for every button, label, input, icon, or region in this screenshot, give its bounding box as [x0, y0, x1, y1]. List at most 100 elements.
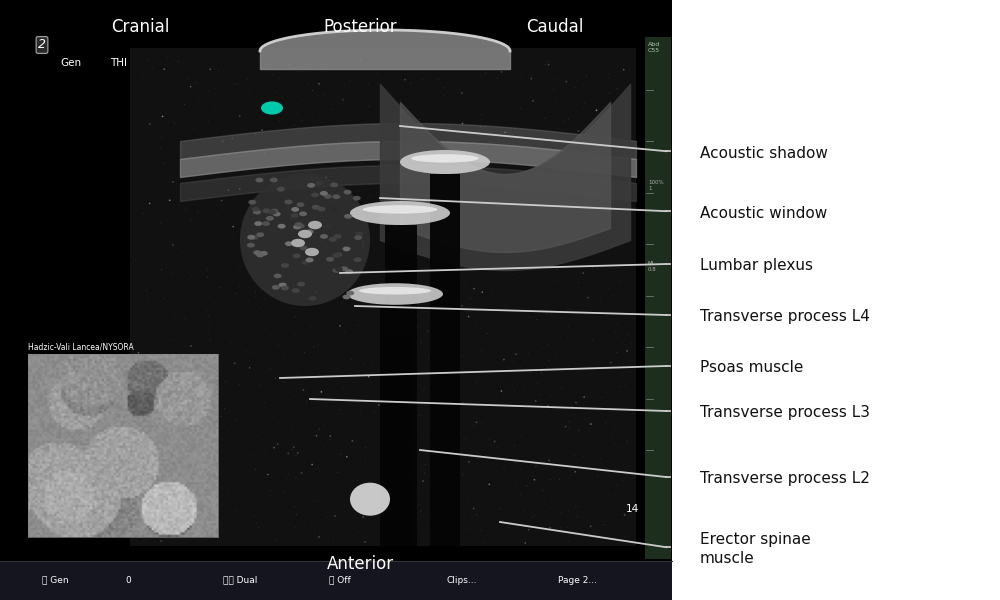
Point [303, 467, 319, 476]
Point [580, 510, 596, 520]
Point [232, 237, 248, 247]
Point [619, 437, 635, 446]
Point [287, 502, 303, 511]
Point [500, 138, 516, 148]
Text: Abd
C55: Abd C55 [648, 42, 660, 53]
Point [525, 128, 541, 137]
Point [128, 459, 144, 469]
Point [591, 187, 607, 196]
Point [618, 299, 634, 308]
Point [271, 418, 287, 428]
Point [245, 110, 261, 120]
Point [264, 134, 280, 143]
Point [617, 380, 633, 390]
Point [507, 158, 523, 168]
Point [374, 153, 390, 163]
Point [380, 85, 396, 95]
Point [141, 457, 157, 467]
Point [504, 352, 520, 362]
Point [523, 219, 539, 229]
Point [497, 301, 513, 310]
Point [613, 143, 629, 152]
Point [131, 527, 147, 537]
Point [488, 416, 504, 426]
Point [589, 305, 605, 315]
Point [392, 96, 408, 106]
Point [284, 493, 300, 503]
Point [524, 68, 540, 77]
Point [228, 173, 244, 183]
Point [423, 217, 439, 227]
Point [458, 358, 474, 368]
Point [449, 331, 465, 340]
Point [566, 384, 582, 394]
Point [363, 524, 379, 533]
Point [343, 402, 359, 412]
Point [408, 523, 424, 533]
Point [496, 325, 512, 334]
Point [559, 190, 575, 200]
Point [574, 205, 590, 215]
Point [598, 517, 614, 526]
Point [137, 298, 153, 307]
Point [433, 266, 449, 276]
Point [446, 246, 462, 256]
Point [589, 149, 605, 159]
Point [503, 193, 519, 203]
Point [363, 122, 379, 131]
Point [267, 535, 283, 545]
Point [237, 538, 253, 548]
Point [248, 287, 264, 297]
Point [169, 71, 185, 81]
Point [264, 355, 280, 364]
Point [606, 230, 622, 239]
Point [239, 212, 255, 222]
Point [569, 394, 585, 403]
Point [245, 194, 261, 204]
Point [242, 504, 258, 514]
Point [458, 343, 474, 352]
Point [163, 149, 179, 158]
Point [545, 235, 561, 244]
Point [141, 105, 157, 115]
Point [212, 187, 228, 197]
Point [415, 476, 431, 486]
Point [244, 331, 260, 340]
Point [405, 398, 421, 407]
Point [429, 89, 445, 99]
Point [246, 232, 262, 241]
Point [280, 298, 296, 308]
Point [407, 436, 423, 445]
Point [502, 202, 518, 211]
Point [302, 387, 318, 397]
Point [517, 106, 533, 116]
Point [511, 329, 527, 339]
Point [579, 71, 595, 80]
Bar [645, 37, 671, 559]
Point [414, 310, 430, 320]
Point [146, 429, 162, 439]
Point [384, 478, 400, 487]
Point [241, 456, 257, 466]
Point [563, 430, 579, 440]
Point [538, 274, 554, 283]
Point [206, 333, 222, 343]
Point [269, 127, 285, 137]
Point [330, 134, 346, 144]
Point [306, 404, 322, 413]
Point [304, 417, 320, 427]
Point [207, 445, 223, 455]
Point [267, 370, 283, 379]
Point [322, 173, 338, 183]
Point [451, 238, 467, 247]
Point [477, 109, 493, 118]
Point [329, 170, 345, 179]
Point [592, 314, 608, 323]
Point [334, 126, 350, 136]
Point [474, 110, 490, 119]
Point [541, 202, 557, 212]
Point [331, 376, 347, 385]
Point [128, 256, 144, 265]
Point [367, 335, 383, 344]
Point [310, 146, 326, 156]
